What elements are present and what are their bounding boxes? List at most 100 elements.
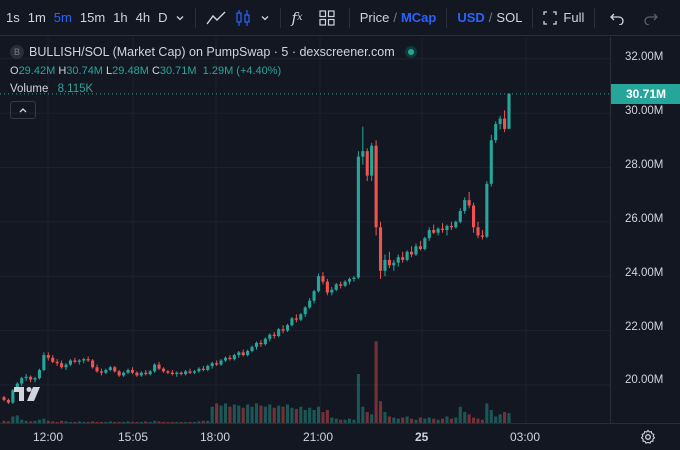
candle-body	[148, 371, 152, 375]
candle-body	[325, 281, 329, 293]
volume-bar	[463, 412, 467, 423]
price-tick-22m: 22.00M	[625, 321, 664, 333]
candle-body	[86, 359, 90, 361]
candle-body	[365, 151, 369, 176]
candle-body	[246, 350, 250, 356]
settings-icon[interactable]	[640, 429, 656, 445]
volume-bar	[409, 418, 414, 423]
candle-body	[64, 364, 68, 368]
candle-body	[73, 360, 77, 362]
candle-body	[263, 338, 267, 345]
tradingview-logo-icon[interactable]	[12, 383, 44, 405]
volume-bar	[432, 418, 436, 423]
volume-bar	[254, 403, 259, 423]
symbol-badge-icon: B	[10, 45, 24, 59]
candle-body	[82, 359, 86, 361]
candle-body	[6, 399, 10, 403]
volume-bar	[418, 417, 422, 423]
usd-sol-toggle[interactable]: USD / SOL	[453, 6, 526, 30]
volume-bar	[219, 405, 223, 423]
timeframe-4h[interactable]: 4h	[135, 9, 151, 25]
candle-body	[361, 151, 365, 157]
candles-icon[interactable]	[230, 6, 256, 30]
candle-body	[254, 342, 259, 347]
time-axis[interactable]: 12:00 15:05 18:00 21:00 25 03:00	[0, 423, 680, 449]
candle-body	[290, 318, 294, 326]
open-value: 29.42M	[18, 65, 56, 77]
volume-bar	[494, 416, 498, 423]
chevron-down-icon[interactable]	[171, 6, 189, 30]
candle-body	[95, 367, 99, 372]
volume-bar	[263, 406, 267, 423]
volume-bar	[130, 421, 135, 423]
collapse-legend-button[interactable]	[10, 101, 36, 119]
symbol-title[interactable]: BULLISH/SOL (Market Cap) on PumpSwap · 5…	[29, 45, 395, 59]
volume-bar	[378, 401, 383, 423]
candle-body	[42, 355, 46, 370]
candle-body	[378, 227, 383, 271]
volume-bar	[436, 419, 440, 423]
candle-body	[135, 372, 139, 376]
volume-bar	[387, 416, 391, 423]
candle-body	[126, 369, 130, 373]
volume-bar	[361, 406, 365, 423]
volume-bar	[370, 414, 374, 423]
timeframe-15m[interactable]: 15m	[79, 9, 106, 25]
change-value: 1.29M (+4.40%)	[202, 65, 282, 77]
timeframe-1m[interactable]: 1m	[27, 9, 46, 25]
collapse-up-icon	[19, 108, 27, 113]
volume-bar	[272, 407, 276, 423]
volume-bar	[352, 419, 356, 423]
volume-bar	[60, 420, 64, 423]
candlestick-chart[interactable]	[0, 37, 610, 423]
volume-bar	[51, 421, 55, 423]
timeframe-d[interactable]: D	[158, 9, 168, 25]
line-chart-icon[interactable]	[202, 6, 230, 30]
toolbar-divider	[594, 7, 596, 28]
volume-bar	[321, 412, 325, 423]
volume-bar	[104, 421, 108, 423]
candle-body	[485, 183, 489, 237]
toolbar-divider	[195, 7, 197, 28]
volume-bar	[237, 405, 241, 423]
volume-bar	[503, 412, 507, 423]
candle-body	[503, 118, 507, 129]
volume-bar	[405, 416, 409, 423]
open-key: O	[10, 65, 19, 77]
chart-area[interactable]: B BULLISH/SOL (Market Cap) on PumpSwap ·…	[0, 37, 610, 423]
volume-bar	[42, 418, 46, 423]
sol-label: SOL	[496, 10, 523, 25]
price-mcap-toggle[interactable]: Price / MCap	[356, 6, 441, 30]
volume-bar	[325, 409, 329, 423]
volume-bar	[215, 403, 219, 423]
volume-bar	[485, 403, 489, 423]
toolbar-divider	[446, 7, 448, 28]
redo-icon[interactable]	[639, 6, 663, 30]
fullscreen-button[interactable]: Full	[539, 6, 588, 30]
timeframe-1s[interactable]: 1s	[6, 9, 20, 25]
candle-body	[113, 367, 117, 372]
candle-body	[37, 369, 41, 379]
candle-body	[299, 314, 303, 320]
price-tick-24m: 24.00M	[625, 267, 664, 279]
timeframe-5m[interactable]: 5m	[53, 9, 72, 25]
chart-type-chevron-down-icon[interactable]	[256, 6, 274, 30]
volume-bar	[312, 409, 316, 423]
market-status-icon	[404, 46, 417, 58]
time-tick-1200: 12:00	[33, 430, 64, 444]
candle-body	[130, 369, 135, 373]
price-axis[interactable]: 32.00M 30.00M 28.00M 26.00M 24.00M 22.00…	[610, 37, 680, 423]
low-value: 29.48M	[112, 65, 149, 77]
current-price-badge: 30.71M	[611, 84, 680, 104]
candle-body	[396, 257, 400, 263]
time-tick-25: 25	[415, 430, 429, 444]
volume-bar	[250, 406, 254, 423]
candle-body	[201, 368, 205, 370]
toolbar-divider	[348, 7, 350, 28]
candle-body	[480, 235, 484, 237]
timeframe-1h[interactable]: 1h	[113, 9, 128, 25]
undo-icon[interactable]	[605, 6, 629, 30]
layout-grid-icon[interactable]	[315, 6, 339, 30]
volume-bar	[20, 419, 24, 423]
